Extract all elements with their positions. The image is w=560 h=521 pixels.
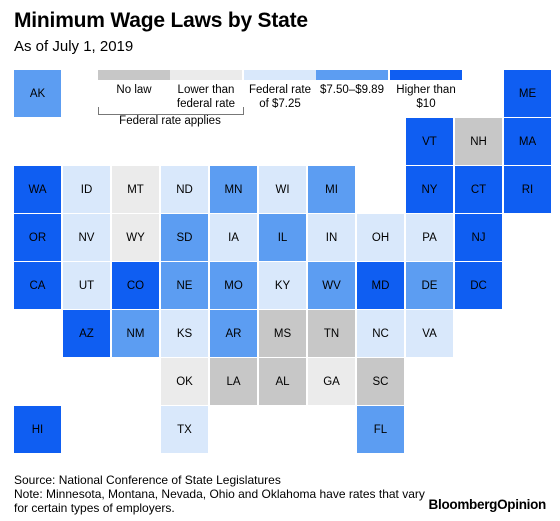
state-tile-md: MD <box>357 262 404 309</box>
state-tile-dc: DC <box>455 262 502 309</box>
note-line-1: Note: Minnesota, Montana, Nevada, Ohio a… <box>14 487 425 501</box>
state-tile-ct: CT <box>455 166 502 213</box>
legend-label-mid: $7.50–$9.89 <box>320 84 384 96</box>
legend-swatch-no-law <box>98 70 170 80</box>
state-tile-ny: NY <box>406 166 453 213</box>
state-tile-nj: NJ <box>455 214 502 261</box>
state-tile-ar: AR <box>210 310 257 357</box>
legend-item-high: Higher than $10 <box>390 70 462 111</box>
state-tile-wy: WY <box>112 214 159 261</box>
state-tile-mo: MO <box>210 262 257 309</box>
brand-logo: BloombergOpinion <box>428 497 547 512</box>
state-tile-sd: SD <box>161 214 208 261</box>
state-tile-hi: HI <box>14 406 61 453</box>
state-tile-nc: NC <box>357 310 404 357</box>
state-tile-ok: OK <box>161 358 208 405</box>
state-tile-ia: IA <box>210 214 257 261</box>
legend-bracket <box>98 107 244 115</box>
state-tile-ne: NE <box>161 262 208 309</box>
legend-item-no-law: No law <box>98 70 170 97</box>
legend-swatch-lower <box>170 70 242 80</box>
legend-label-lower: Lower than federal rate <box>176 84 236 110</box>
state-tile-co: CO <box>112 262 159 309</box>
state-tile-va: VA <box>406 310 453 357</box>
state-tile-oh: OH <box>357 214 404 261</box>
legend-item-mid: $7.50–$9.89 <box>316 70 388 97</box>
legend-item-federal: Federal rate of $7.25 <box>244 70 316 111</box>
source-note: Source: National Conference of State Leg… <box>14 473 281 487</box>
state-tile-fl: FL <box>357 406 404 453</box>
state-tile-ks: KS <box>161 310 208 357</box>
state-tile-id: ID <box>63 166 110 213</box>
chart-subtitle: As of July 1, 2019 <box>14 38 134 55</box>
state-tile-nm: NM <box>112 310 159 357</box>
state-tile-il: IL <box>259 214 306 261</box>
state-tile-la: LA <box>210 358 257 405</box>
state-tile-nv: NV <box>63 214 110 261</box>
state-tile-vt: VT <box>406 118 453 165</box>
chart-title: Minimum Wage Laws by State <box>14 9 308 32</box>
state-tile-mn: MN <box>210 166 257 213</box>
state-tile-ky: KY <box>259 262 306 309</box>
legend-label-no-law: No law <box>116 84 152 96</box>
state-tile-in: IN <box>308 214 355 261</box>
state-tile-ma: MA <box>504 118 551 165</box>
state-tile-tn: TN <box>308 310 355 357</box>
state-tile-wa: WA <box>14 166 61 213</box>
state-tile-al: AL <box>259 358 306 405</box>
legend-item-lower: Lower than federal rate <box>170 70 242 111</box>
state-tile-de: DE <box>406 262 453 309</box>
legend: No law Lower than federal rate Federal r… <box>98 70 462 142</box>
legend-swatch-high <box>390 70 462 80</box>
legend-swatch-federal <box>244 70 316 80</box>
state-tile-ms: MS <box>259 310 306 357</box>
state-tile-or: OR <box>14 214 61 261</box>
footer-notes: Source: National Conference of State Leg… <box>14 473 425 515</box>
state-tile-wi: WI <box>259 166 306 213</box>
state-tile-ri: RI <box>504 166 551 213</box>
state-tile-ak: AK <box>14 70 61 117</box>
state-tile-wv: WV <box>308 262 355 309</box>
legend-label-federal: Federal rate of $7.25 <box>248 84 311 110</box>
state-tile-pa: PA <box>406 214 453 261</box>
state-tile-tx: TX <box>161 406 208 453</box>
state-tile-nh: NH <box>455 118 502 165</box>
state-tile-me: ME <box>504 70 551 117</box>
legend-label-high: Higher than $10 <box>396 84 456 110</box>
legend-swatch-mid <box>316 70 388 80</box>
note-line-2: for certain types of employers. <box>14 501 175 515</box>
state-tile-mt: MT <box>112 166 159 213</box>
state-tile-az: AZ <box>63 310 110 357</box>
state-tile-ca: CA <box>14 262 61 309</box>
state-tile-ut: UT <box>63 262 110 309</box>
state-tile-nd: ND <box>161 166 208 213</box>
state-tile-mi: MI <box>308 166 355 213</box>
state-tile-ga: GA <box>308 358 355 405</box>
legend-bracket-label: Federal rate applies <box>119 115 221 127</box>
state-tile-sc: SC <box>357 358 404 405</box>
